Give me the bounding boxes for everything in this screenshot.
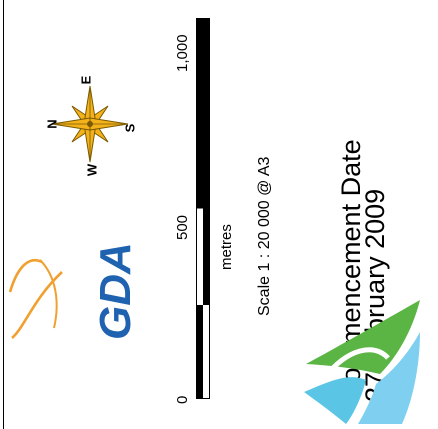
scale-tick-label-0: 0 <box>174 395 191 404</box>
logo-inner-arc <box>324 347 390 378</box>
scale-bar <box>196 18 210 399</box>
logo-green-leaf <box>306 300 420 374</box>
scale-ratio-text: Scale 1 : 20 000 @ A3 <box>256 156 273 316</box>
scale-tick-label-500: 500 <box>174 214 191 240</box>
logo-lower-leaf <box>358 332 420 424</box>
scale-tick-label-1000: 1,000 <box>174 34 191 72</box>
gda-swoosh-lower <box>11 271 63 339</box>
compass-north-label: N <box>45 119 60 128</box>
logo-blue-leaf <box>304 377 366 424</box>
gda-logo: GDA <box>8 242 141 341</box>
scale-segment-2 <box>203 208 210 305</box>
frame-border <box>3 0 4 429</box>
scale-segment-1 <box>196 18 210 209</box>
scale-units-label: metres <box>218 224 235 270</box>
compass-rose: N S E W <box>45 75 138 176</box>
compass-south-label: S <box>123 123 138 132</box>
scale-segment-3 <box>196 305 203 399</box>
gda-logo-text: GDA <box>91 242 140 340</box>
organisation-logo <box>304 300 420 424</box>
compass-east-label: E <box>79 75 94 84</box>
gda-swoosh-upper <box>8 259 43 293</box>
gda-swoosh-curve <box>39 259 58 329</box>
compass-west-label: W <box>85 163 100 176</box>
